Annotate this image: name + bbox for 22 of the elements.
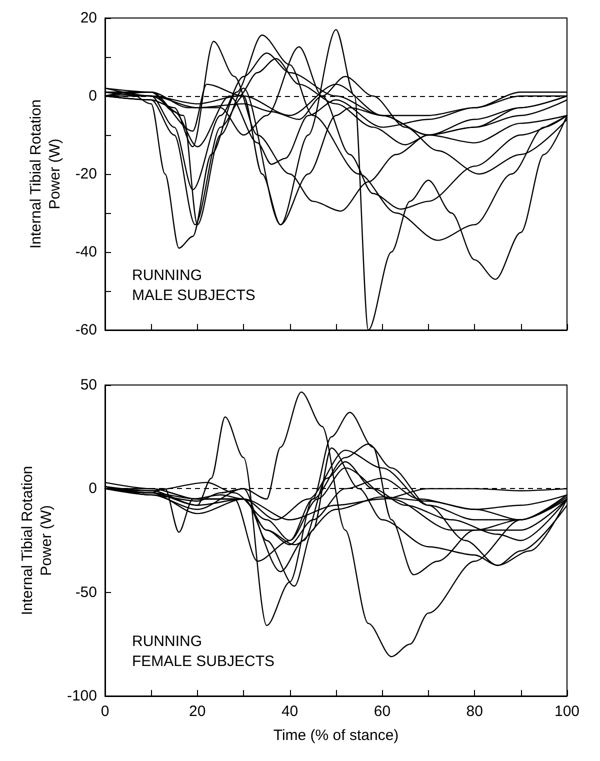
x-tick-label: 100 [554, 703, 580, 720]
y-tick-label: 50 [80, 376, 97, 394]
annotation: MALE SUBJECTS [132, 287, 256, 304]
x-tick-label: 80 [466, 703, 483, 720]
annotation: FEMALE SUBJECTS [132, 653, 275, 670]
y-tick-label: -40 [75, 244, 97, 260]
x-tick-label: 40 [281, 703, 298, 720]
annotation: RUNNING [132, 633, 202, 650]
y-tick-label: 0 [88, 480, 97, 498]
x-axis-title: Time (% of stance) [273, 727, 399, 744]
y-axis-title: Internal Tibial Rotation Power (W) [19, 466, 56, 616]
y-axis-title: Internal Tibial Rotation Power (W) [27, 99, 64, 249]
y-tick-label: 20 [80, 10, 97, 26]
y-tick-label: -100 [66, 688, 97, 704]
y-tick-label: -50 [75, 584, 97, 601]
annotation: RUNNING [132, 267, 202, 284]
y-tick-label: -20 [75, 166, 97, 182]
x-tick-label: 20 [189, 703, 206, 720]
x-tick-label: 0 [100, 703, 110, 720]
y-tick-label: -60 [75, 322, 97, 338]
x-tick-label: 60 [374, 703, 391, 720]
y-tick-label: 0 [88, 88, 97, 104]
